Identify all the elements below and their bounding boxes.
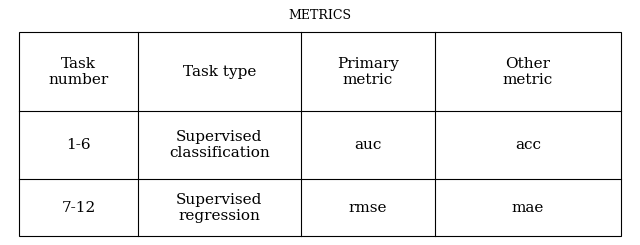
- Text: 1-6: 1-6: [66, 138, 91, 152]
- Text: METRICS: METRICS: [289, 9, 351, 22]
- Text: Task type: Task type: [182, 65, 256, 79]
- Text: acc: acc: [515, 138, 541, 152]
- Text: mae: mae: [512, 201, 544, 215]
- Text: Task
number: Task number: [48, 57, 109, 87]
- Text: Primary
metric: Primary metric: [337, 57, 399, 87]
- Text: Other
metric: Other metric: [503, 57, 553, 87]
- Text: rmse: rmse: [349, 201, 387, 215]
- Text: auc: auc: [355, 138, 381, 152]
- Text: Supervised
classification: Supervised classification: [169, 130, 269, 160]
- Text: 7-12: 7-12: [61, 201, 95, 215]
- Text: Supervised
regression: Supervised regression: [176, 193, 262, 223]
